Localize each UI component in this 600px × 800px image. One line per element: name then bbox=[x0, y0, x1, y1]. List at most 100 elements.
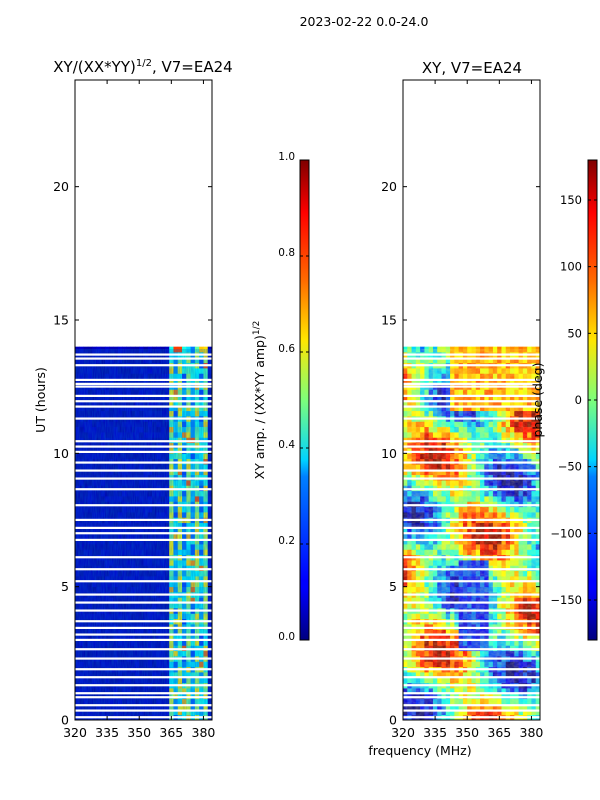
gap-line bbox=[75, 620, 212, 623]
heatmap-texture bbox=[403, 349, 540, 720]
y-tick-label: 0 bbox=[389, 713, 397, 728]
colorbar-tick-label: 1.0 bbox=[278, 151, 295, 163]
colorbar-tick-label: −50 bbox=[558, 460, 582, 474]
gap-line bbox=[75, 469, 212, 472]
colorbar-tick-label: 0 bbox=[575, 393, 582, 407]
gap-line bbox=[403, 716, 540, 719]
y-tick-label: 15 bbox=[53, 313, 69, 328]
gap-line bbox=[75, 450, 212, 453]
gap-line bbox=[75, 353, 212, 356]
colorbar-tick-label: −150 bbox=[550, 593, 582, 607]
gap-line bbox=[75, 440, 212, 443]
gap-line bbox=[75, 538, 212, 541]
gap-line bbox=[403, 556, 540, 559]
gap-line bbox=[403, 477, 540, 480]
x-tick-label: 335 bbox=[95, 725, 119, 740]
x-tick-label: 350 bbox=[455, 725, 479, 740]
left-colorbar-label: XY amp. / (XX*YY amp)1/2 bbox=[252, 321, 267, 480]
y-tick-label: 0 bbox=[61, 713, 69, 728]
gap-line bbox=[403, 353, 540, 356]
x-tick-label: 350 bbox=[127, 725, 151, 740]
gap-line bbox=[403, 620, 540, 623]
colorbar-tick-label: 0.6 bbox=[278, 343, 295, 355]
gap-line bbox=[75, 716, 212, 719]
gap-line bbox=[75, 556, 212, 559]
gap-line bbox=[75, 461, 212, 464]
gap-line bbox=[75, 488, 212, 491]
right-panel-title: XY, V7=EA24 bbox=[422, 59, 522, 77]
colorbar-tick-label: 0.4 bbox=[278, 439, 295, 451]
x-tick-label: 335 bbox=[423, 725, 447, 740]
gap-line bbox=[75, 357, 212, 360]
gap-line bbox=[403, 488, 540, 491]
gap-line bbox=[403, 676, 540, 679]
gap-line bbox=[75, 626, 212, 629]
gap-line bbox=[75, 601, 212, 604]
x-tick-label: 365 bbox=[159, 725, 183, 740]
y-tick-label: 10 bbox=[381, 446, 397, 461]
left-plot-frame bbox=[74, 79, 213, 721]
colorbar-tick-label: 50 bbox=[567, 326, 582, 340]
gap-line bbox=[75, 684, 212, 687]
left-panel-title: XY/(XX*YY)1/2, V7=EA24 bbox=[53, 58, 232, 76]
gap-line bbox=[403, 696, 540, 699]
left-colorbar-label-main: XY amp. / (XX*YY amp) bbox=[252, 335, 267, 479]
gap-line bbox=[403, 648, 540, 651]
gap-line bbox=[403, 417, 540, 420]
left-title-main: XY/(XX*YY) bbox=[53, 58, 136, 76]
gap-line bbox=[403, 704, 540, 707]
gap-line bbox=[75, 526, 212, 529]
gap-line bbox=[403, 450, 540, 453]
gap-line bbox=[75, 477, 212, 480]
gap-line bbox=[75, 633, 212, 636]
right-x-ticks: 320 335 350 365 380 bbox=[391, 80, 543, 740]
colorbar-tick-label: 0.2 bbox=[278, 535, 295, 547]
y-tick-label: 5 bbox=[61, 579, 69, 594]
gap-line bbox=[403, 461, 540, 464]
gap-line bbox=[403, 532, 540, 535]
gap-line bbox=[403, 385, 540, 388]
x-tick-label: 320 bbox=[391, 725, 415, 740]
gap-line bbox=[403, 668, 540, 671]
x-tick-label: 320 bbox=[63, 725, 87, 740]
right-plot-frame bbox=[402, 79, 541, 721]
gap-line bbox=[403, 609, 540, 612]
gap-line bbox=[403, 504, 540, 507]
left-title-suffix: , V7=EA24 bbox=[152, 58, 233, 76]
left-colorbar-gradient bbox=[299, 159, 310, 641]
gap-line bbox=[75, 609, 212, 612]
gap-line bbox=[403, 382, 540, 385]
gap-line bbox=[403, 445, 540, 448]
gap-line bbox=[403, 568, 540, 571]
left-colorbar: 0.00.20.40.60.81.0 XY amp. / (XX*YY amp)… bbox=[252, 151, 310, 643]
gap-line bbox=[75, 709, 212, 712]
gap-line bbox=[75, 593, 212, 596]
left-colorbar-label-superscript: 1/2 bbox=[252, 321, 262, 335]
gap-line bbox=[75, 704, 212, 707]
y-tick-label: 20 bbox=[381, 179, 397, 194]
gap-line bbox=[403, 709, 540, 712]
gap-line bbox=[403, 440, 540, 443]
gap-line bbox=[75, 580, 212, 583]
gap-line bbox=[403, 378, 540, 381]
gap-line bbox=[75, 696, 212, 699]
colorbar-tick-label: 0.8 bbox=[278, 247, 295, 259]
gap-line bbox=[403, 364, 540, 367]
gap-line bbox=[403, 657, 540, 660]
gap-line bbox=[75, 394, 212, 397]
gap-line bbox=[403, 626, 540, 629]
gap-line bbox=[75, 445, 212, 448]
gap-line bbox=[403, 593, 540, 596]
x-tick-label: 380 bbox=[520, 725, 544, 740]
gap-line bbox=[75, 405, 212, 408]
y-tick-label: 15 bbox=[381, 313, 397, 328]
left-colorbar-ticks: 0.00.20.40.60.81.0 bbox=[278, 151, 309, 643]
gap-line bbox=[403, 518, 540, 521]
gap-line bbox=[403, 405, 540, 408]
gap-line bbox=[75, 676, 212, 679]
